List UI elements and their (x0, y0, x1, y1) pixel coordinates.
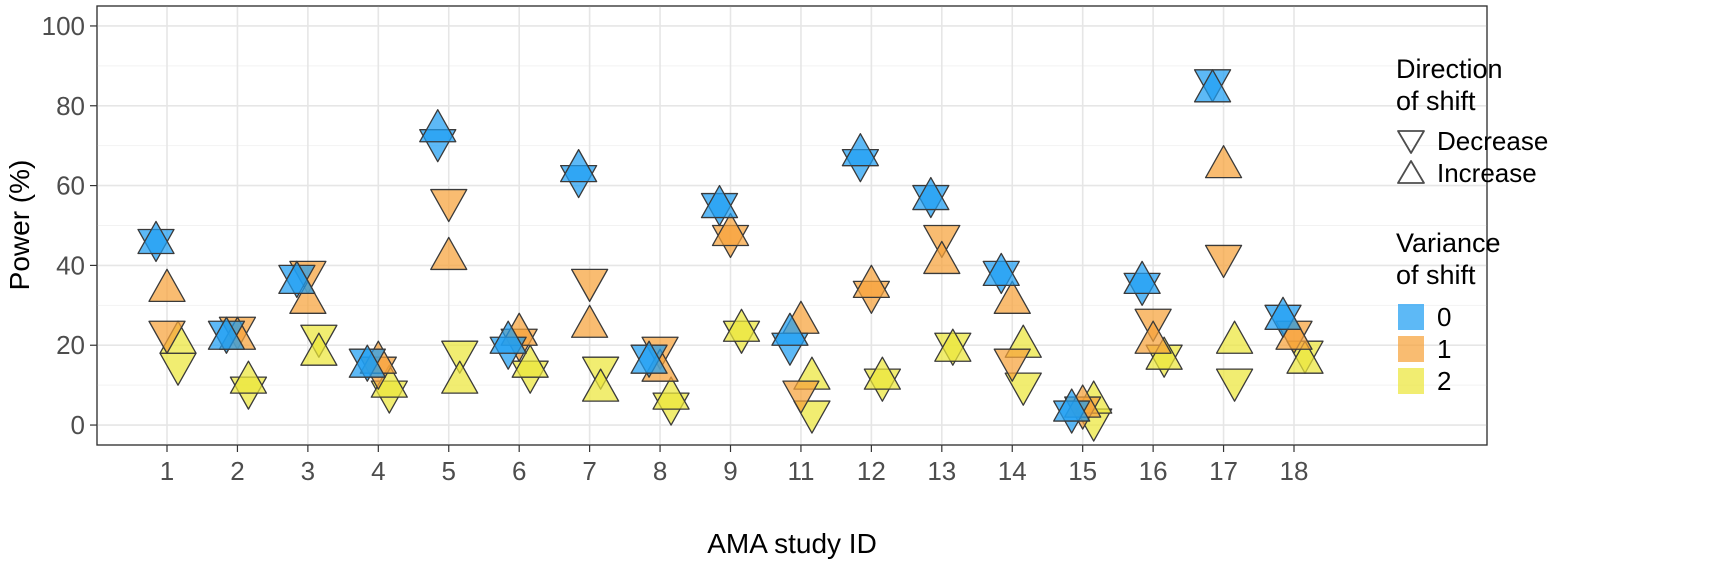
x-tick-label: 3 (301, 456, 315, 486)
x-tick-label: 17 (1209, 456, 1238, 486)
x-tick-label: 6 (512, 456, 526, 486)
point-increase-var0 (348, 344, 386, 378)
x-axis-title: AMA study ID (707, 528, 877, 559)
point-increase-var1 (570, 304, 609, 338)
point-increase-var0 (278, 260, 316, 295)
x-tick-label: 13 (927, 456, 956, 486)
shape-legend-title: of shift (1396, 86, 1476, 116)
point-increase-var0 (700, 184, 739, 219)
point-increase-var0 (841, 133, 880, 167)
point-increase-var0 (207, 316, 246, 350)
shape-legend-key-decrease (1397, 130, 1425, 154)
shape-legend-label: Increase (1437, 158, 1537, 188)
point-increase-var1 (148, 268, 186, 303)
x-tick-label: 11 (787, 456, 814, 486)
y-tick-label: 80 (56, 91, 85, 121)
point-increase-var0 (1123, 260, 1161, 295)
point-increase-var1 (1204, 144, 1243, 179)
point-decrease-var1 (148, 320, 186, 354)
point-increase-var2 (581, 368, 620, 402)
x-tick-label: 8 (653, 456, 667, 486)
point-increase-var0 (419, 109, 457, 143)
point-decrease-var2 (1215, 368, 1254, 402)
point-layer (137, 69, 1324, 442)
color-legend-key-2 (1398, 368, 1424, 394)
point-increase-var0 (982, 252, 1020, 287)
plot-border (96, 5, 1488, 446)
point-increase-var0 (137, 220, 175, 255)
point-increase-var0 (559, 148, 598, 183)
point-decrease-var1 (782, 380, 820, 414)
point-increase-var1 (430, 236, 468, 271)
point-increase-var2 (511, 344, 549, 378)
shape-legend-title: Direction (1396, 54, 1503, 84)
point-decrease-var1 (1204, 244, 1243, 279)
shape-legend-key-increase (1397, 160, 1425, 184)
y-axis-title: Power (%) (4, 160, 35, 291)
point-increase-var1 (852, 264, 891, 299)
point-decrease-var1 (430, 188, 468, 223)
point-increase-var2 (1215, 320, 1254, 354)
x-tick-label: 7 (582, 456, 596, 486)
point-decrease-var1 (570, 268, 609, 303)
grid-layer (97, 6, 1487, 445)
color-legend-label: 0 (1437, 302, 1451, 332)
x-tick-label: 16 (1139, 456, 1168, 486)
point-increase-var2 (1286, 340, 1324, 374)
point-increase-var2 (863, 356, 902, 390)
x-tick-label: 1 (160, 456, 174, 486)
point-increase-var1 (711, 212, 750, 247)
point-decrease-var2 (1004, 372, 1042, 406)
point-increase-var2 (229, 360, 268, 394)
x-tick-label: 4 (371, 456, 385, 486)
point-increase-var0 (1053, 388, 1091, 422)
y-tick-label: 60 (56, 171, 85, 201)
point-increase-var0 (1193, 69, 1232, 103)
y-tick-label: 40 (56, 250, 85, 280)
y-tick-label: 0 (71, 410, 85, 440)
point-increase-var2 (300, 332, 338, 366)
point-increase-var2 (722, 308, 761, 342)
point-increase-var1 (993, 280, 1031, 314)
point-increase-var0 (1264, 296, 1302, 330)
point-increase-var0 (489, 320, 527, 354)
color-legend-title: of shift (1396, 260, 1476, 290)
point-increase-var2 (441, 360, 479, 394)
x-tick-label: 14 (998, 456, 1027, 486)
point-increase-var2 (652, 376, 690, 410)
color-legend-key-0 (1398, 304, 1424, 330)
point-increase-var1 (923, 240, 961, 275)
color-legend-key-1 (1398, 336, 1424, 362)
point-increase-var2 (934, 328, 972, 362)
y-tick-label: 100 (42, 11, 85, 41)
point-increase-var0 (912, 176, 950, 211)
x-tick-label: 18 (1280, 456, 1309, 486)
x-tick-label: 9 (723, 456, 737, 486)
color-legend-label: 2 (1437, 366, 1451, 396)
point-decrease-var2 (441, 340, 479, 374)
point-increase-var0 (630, 340, 668, 374)
color-legend-title: Variance (1396, 228, 1501, 258)
point-increase-var1 (289, 280, 327, 314)
color-legend-label: 1 (1437, 334, 1451, 364)
y-tick-label: 20 (56, 330, 85, 360)
x-tick-label: 2 (230, 456, 244, 486)
x-tick-label: 5 (442, 456, 456, 486)
shape-legend-label: Decrease (1437, 126, 1548, 156)
point-decrease-var1 (993, 348, 1031, 382)
point-increase-var1 (1134, 320, 1172, 354)
x-tick-label: 15 (1068, 456, 1097, 486)
point-increase-var0 (771, 312, 809, 346)
x-tick-label: 12 (857, 456, 886, 486)
